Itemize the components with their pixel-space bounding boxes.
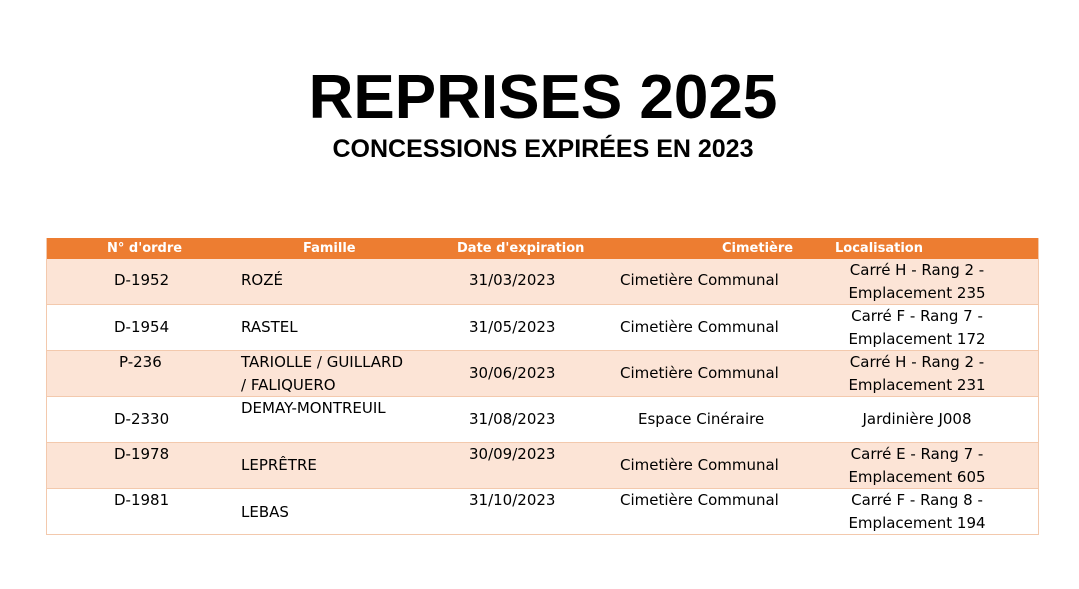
cell-ordre: D-1952: [114, 271, 170, 289]
header-localisation: Localisation: [835, 241, 923, 256]
cell-localisation-line2: Emplacement 231: [848, 376, 986, 394]
table-row: D-2330 DEMAY-MONTREUIL 31/08/2023 Espace…: [47, 397, 1038, 443]
cell-ordre: P-236: [119, 353, 162, 371]
cell-localisation-line1: Carré F - Rang 7 -: [851, 307, 983, 325]
cell-localisation-line2: Emplacement 605: [848, 468, 986, 486]
cell-ordre: D-1978: [114, 445, 170, 463]
cell-famille: ROZÉ: [241, 271, 283, 289]
cell-famille: DEMAY-MONTREUIL: [241, 399, 386, 417]
cell-date: 30/06/2023: [469, 364, 556, 382]
table-row: D-1981 LEBAS 31/10/2023 Cimetière Commun…: [47, 489, 1038, 535]
cell-localisation-line2: Emplacement 172: [848, 330, 986, 348]
cell-famille-line2: / FALIQUERO: [241, 376, 336, 394]
cell-localisation-line1: Carré F - Rang 8 -: [851, 491, 983, 509]
cell-famille: RASTEL: [241, 318, 298, 336]
cell-ordre: D-2330: [114, 410, 170, 428]
cell-localisation: Jardinière J008: [862, 410, 972, 428]
page-title: REPRISES 2025: [308, 63, 778, 132]
table-row: D-1952 ROZÉ 31/03/2023 Cimetière Communa…: [47, 259, 1038, 305]
cell-localisation-line2: Emplacement 194: [848, 514, 986, 532]
cell-cimetiere: Espace Cinéraire: [638, 410, 765, 428]
cell-localisation-line1: Carré H - Rang 2 -: [849, 261, 985, 279]
header-ordre: N° d'ordre: [107, 241, 183, 256]
cell-localisation-line2: Emplacement 235: [848, 284, 986, 302]
cell-cimetiere: Cimetière Communal: [620, 491, 779, 509]
cell-date: 31/08/2023: [469, 410, 556, 428]
cell-cimetiere: Cimetière Communal: [620, 456, 779, 474]
cell-cimetiere: Cimetière Communal: [620, 364, 779, 382]
header-famille: Famille: [303, 241, 356, 256]
concessions-table: N° d'ordre Famille Date d'expiration Cim…: [46, 238, 1039, 535]
cell-ordre: D-1981: [114, 491, 170, 509]
page-subtitle: CONCESSIONS EXPIRÉES EN 2023: [332, 135, 754, 163]
header-cimetiere: Cimetière: [722, 241, 794, 256]
header-date: Date d'expiration: [457, 241, 585, 256]
cell-date: 31/03/2023: [469, 271, 556, 289]
cell-cimetiere: Cimetière Communal: [620, 318, 779, 336]
cell-localisation-line1: Carré H - Rang 2 -: [849, 353, 985, 371]
cell-famille: LEBAS: [241, 503, 289, 521]
cell-cimetiere: Cimetière Communal: [620, 271, 779, 289]
table-row: P-236 TARIOLLE / GUILLARD / FALIQUERO 30…: [47, 351, 1038, 397]
table-row: D-1978 LEPRÊTRE 30/09/2023 Cimetière Com…: [47, 443, 1038, 489]
table-row: D-1954 RASTEL 31/05/2023 Cimetière Commu…: [47, 305, 1038, 351]
cell-ordre: D-1954: [114, 318, 170, 336]
table-header: N° d'ordre Famille Date d'expiration Cim…: [47, 238, 1038, 259]
cell-famille-line1: TARIOLLE / GUILLARD: [241, 353, 404, 371]
cell-localisation-line1: Carré E - Rang 7 -: [850, 445, 984, 463]
cell-date: 30/09/2023: [469, 445, 556, 463]
cell-date: 31/10/2023: [469, 491, 556, 509]
cell-date: 31/05/2023: [469, 318, 556, 336]
cell-famille: LEPRÊTRE: [241, 456, 317, 474]
